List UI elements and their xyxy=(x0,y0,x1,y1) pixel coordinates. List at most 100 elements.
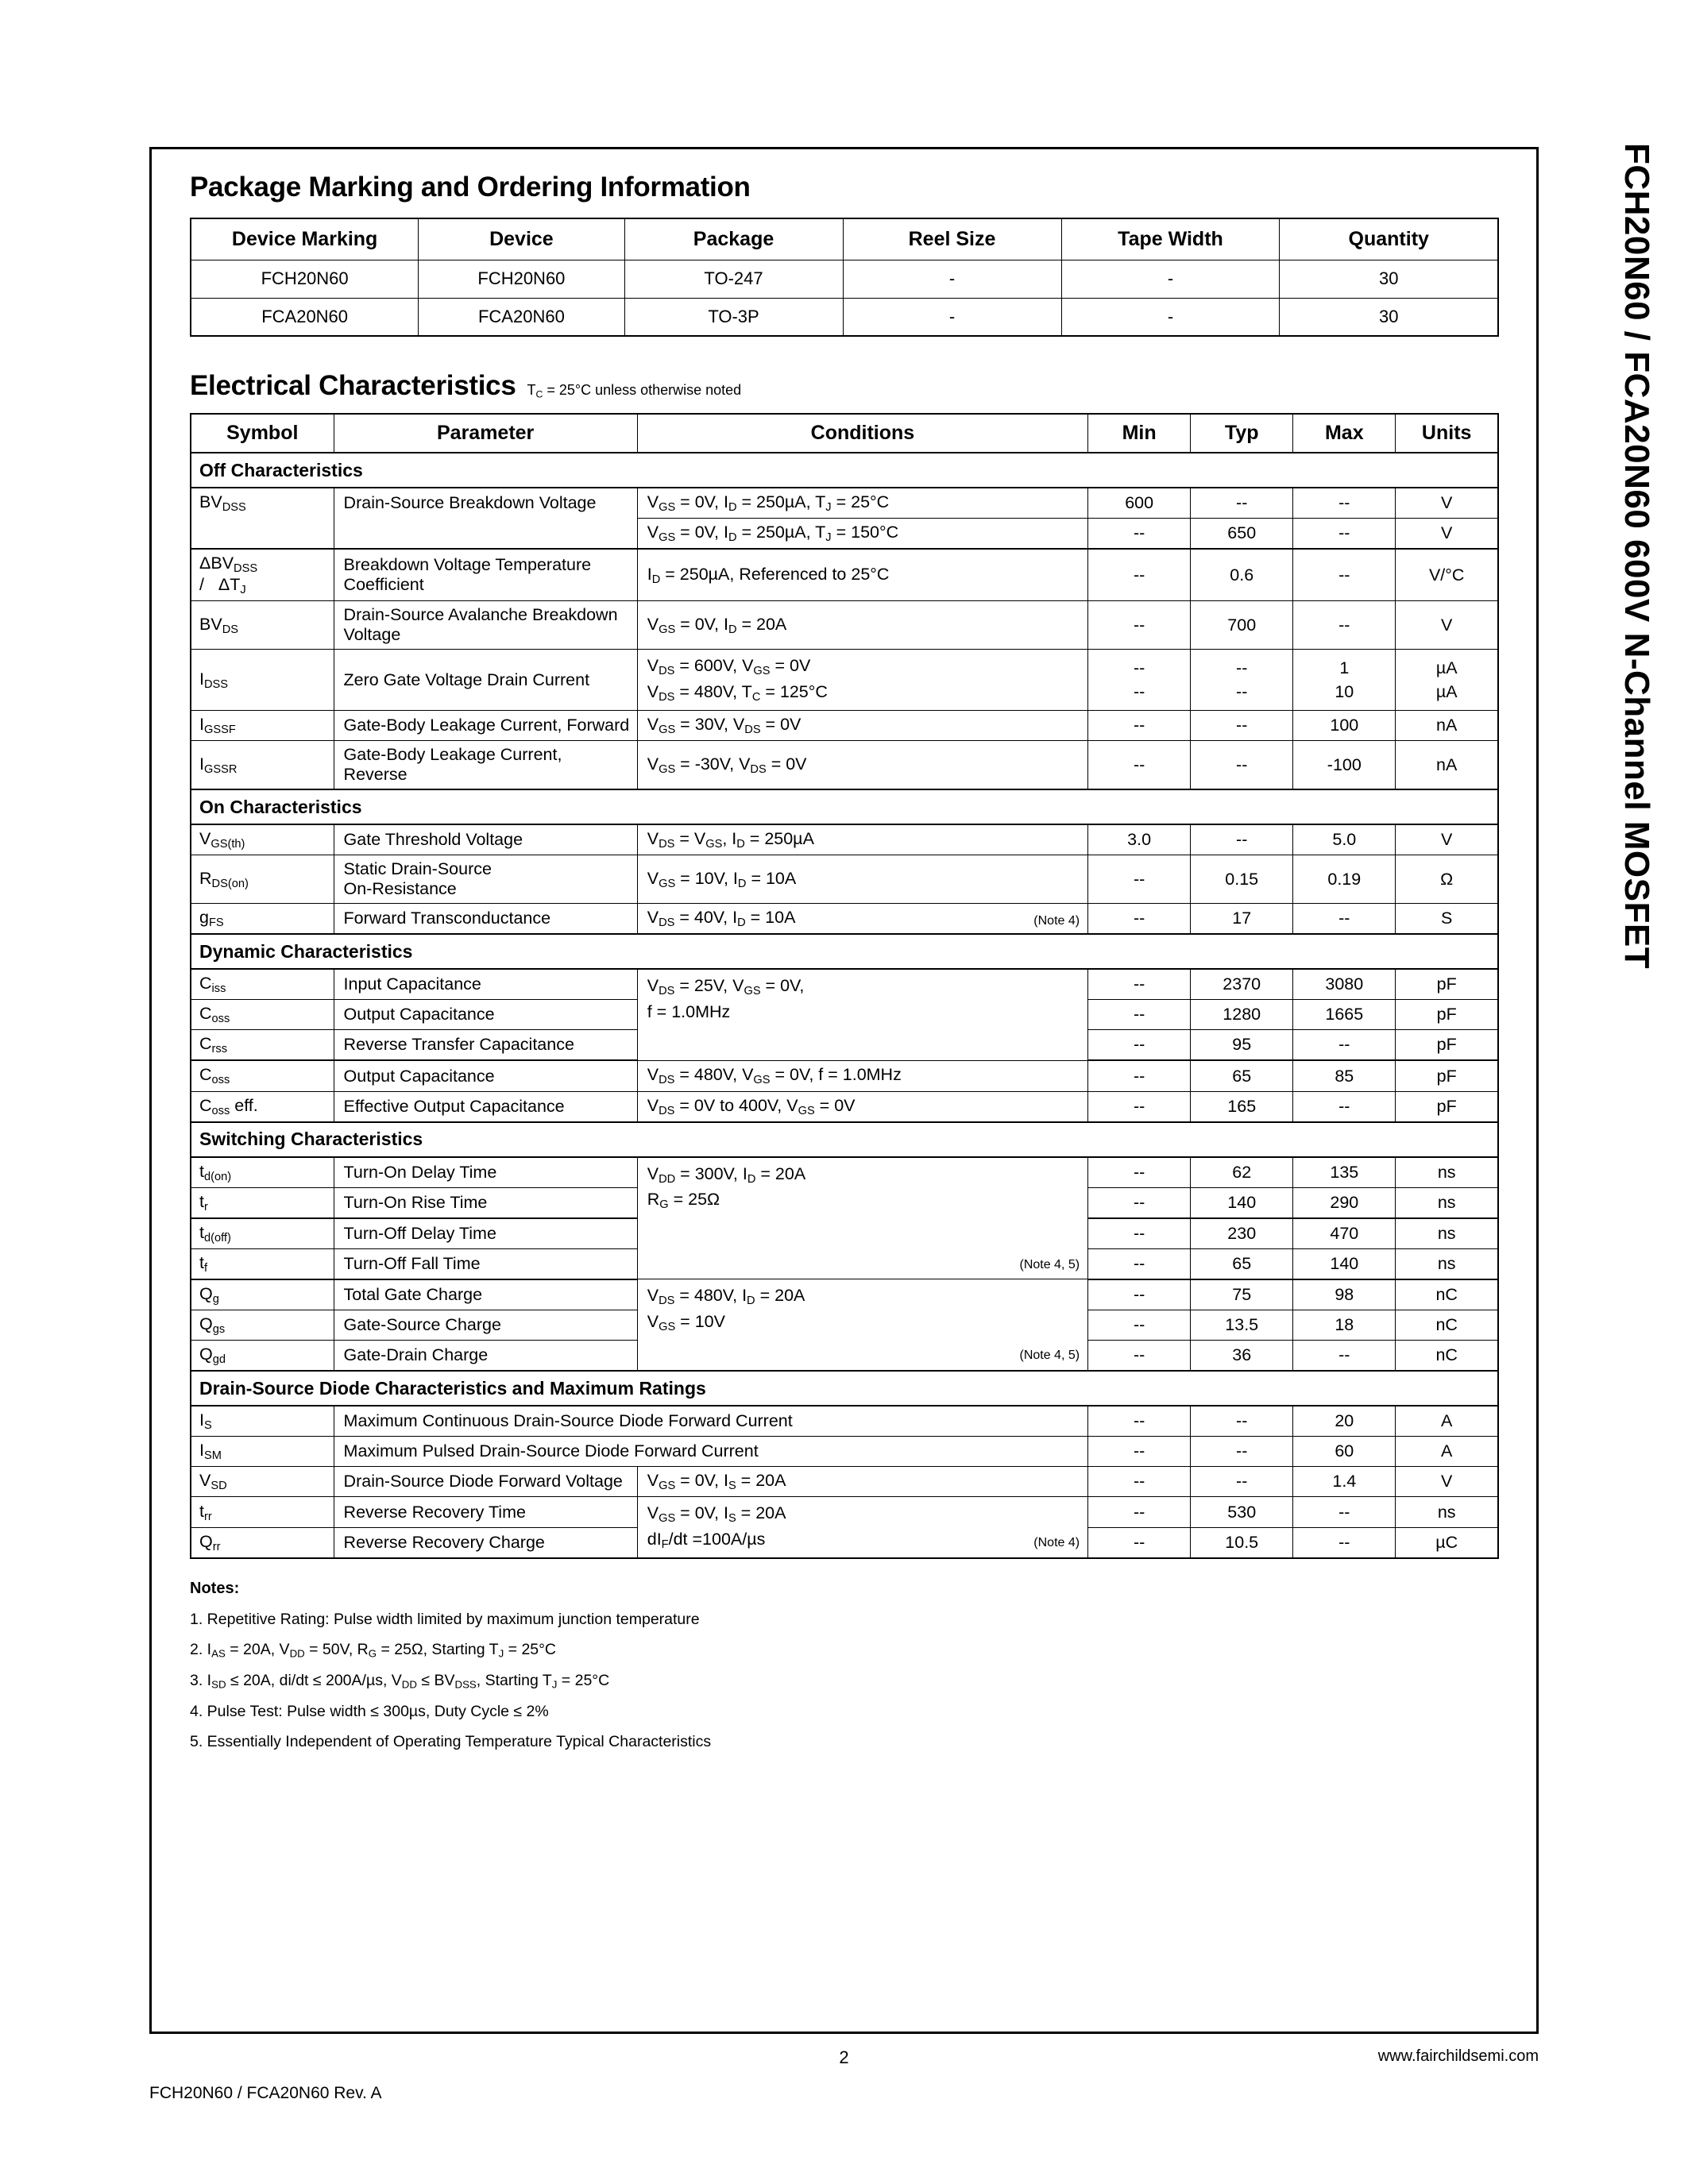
cell-typ: 700 xyxy=(1190,600,1294,650)
cell-typ: 13.5 xyxy=(1190,1310,1294,1341)
cell-min: -- xyxy=(1087,1156,1192,1188)
table-row-coss-eff: Coss eff. Effective Output Capacitance V… xyxy=(190,1090,1499,1123)
cell-conditions: VDD = 300V, ID = 20A RG = 25Ω (Note 4, 5) xyxy=(636,1156,1089,1280)
table-row-rdson: RDS(on) Static Drain-Source On-Resistanc… xyxy=(190,855,1499,905)
cell-parameter: Turn-On Rise Time xyxy=(333,1187,638,1219)
col-package: Package xyxy=(624,218,844,260)
cell-typ: 530 xyxy=(1190,1496,1294,1528)
cell-symbol: ISM xyxy=(190,1436,334,1468)
cell-parameter: Gate-Body Leakage Current, Forward xyxy=(333,709,638,742)
table-row-bvds: BVDS Drain-Source Avalanche Breakdown Vo… xyxy=(190,600,1499,650)
cell-device-marking: FCH20N60 xyxy=(190,259,419,299)
cell-max: 98 xyxy=(1292,1279,1396,1311)
cell-units: nA xyxy=(1395,709,1499,742)
col-typ: Typ xyxy=(1190,413,1294,453)
cell-parameter: Turn-On Delay Time xyxy=(333,1156,638,1188)
group-label: Off Characteristics xyxy=(190,452,1499,488)
cell-units: V/°C xyxy=(1395,548,1499,602)
cell-max: -- xyxy=(1292,600,1396,650)
group-row-dynamic-characteristics: Dynamic Characteristics xyxy=(190,933,1499,970)
cell-symbol: td(off) xyxy=(190,1217,334,1249)
cell-units: pF xyxy=(1395,999,1499,1031)
cell-min: -- xyxy=(1087,600,1192,650)
cell-parameter: Gate Threshold Voltage xyxy=(333,824,638,856)
cell-conditions: VDS = 25V, VGS = 0V, f = 1.0MHz xyxy=(636,968,1089,1061)
cell-max: -- xyxy=(1292,548,1396,602)
cell-symbol: Crss xyxy=(190,1029,334,1062)
cell-typ: -- xyxy=(1190,740,1294,790)
notes-title: Notes: xyxy=(190,1580,240,1598)
table-row-is: IS Maximum Continuous Drain-Source Diode… xyxy=(190,1405,1499,1437)
cell-max: 18 xyxy=(1292,1310,1396,1341)
cell-parameter: Reverse Recovery Time xyxy=(333,1496,638,1528)
cell-device-marking: FCA20N60 xyxy=(190,297,419,337)
table-row-tdon: td(on) Turn-On Delay Time VDD = 300V, ID… xyxy=(190,1156,1499,1280)
cell-symbol: RDS(on) xyxy=(190,855,334,905)
cell-max: -- xyxy=(1292,903,1396,935)
table-row-vgsth: VGS(th) Gate Threshold Voltage VDS = VGS… xyxy=(190,824,1499,856)
notes-section: Notes: 1. Repetitive Rating: Pulse width… xyxy=(190,1580,1499,1750)
cell-symbol: Qgs xyxy=(190,1310,334,1341)
cell-units: µA µA xyxy=(1395,649,1499,711)
cell-min: -- xyxy=(1087,1466,1192,1498)
cell-reel-size: - xyxy=(842,259,1062,299)
cell-min: -- xyxy=(1087,1496,1192,1528)
cell-conditions: VDS = VGS, ID = 250µA xyxy=(636,824,1089,856)
cell-min: -- xyxy=(1087,1248,1192,1280)
cell-units: ns xyxy=(1395,1217,1499,1249)
website-link[interactable]: www.fairchildsemi.com xyxy=(1377,2047,1539,2065)
table-row: FCA20N60 FCA20N60 TO-3P - - 30 xyxy=(190,297,1499,337)
cell-typ: 0.15 xyxy=(1190,855,1294,905)
parameter-line-1: Static Drain-Source xyxy=(343,859,492,879)
cell-conditions: VGS = 0V, IS = 20A xyxy=(636,1466,1089,1498)
cell-quantity: 30 xyxy=(1279,297,1499,337)
group-row-off-characteristics: Off Characteristics xyxy=(190,452,1499,488)
cell-min: -- xyxy=(1087,1526,1192,1560)
cell-max: 85 xyxy=(1292,1059,1396,1092)
cell-typ: 75 xyxy=(1190,1279,1294,1311)
table-row-ism: ISM Maximum Pulsed Drain-Source Diode Fo… xyxy=(190,1436,1499,1468)
cell-parameter: Gate-Source Charge xyxy=(333,1310,638,1341)
cell-units: V xyxy=(1395,1466,1499,1498)
cell-parameter: Gate-Body Leakage Current, Reverse xyxy=(333,740,638,790)
cell-conditions: VGS = 0V, IS = 20A dIF/dt =100A/µs (Note … xyxy=(636,1496,1089,1559)
cell-typ: 165 xyxy=(1190,1090,1294,1123)
cell-units: pF xyxy=(1395,1090,1499,1123)
cell-typ: -- xyxy=(1190,1466,1294,1498)
cell-parameter xyxy=(333,518,638,550)
cell-package: TO-247 xyxy=(624,259,844,299)
cell-max: -- xyxy=(1292,518,1396,550)
cell-parameter: Maximum Pulsed Drain-Source Diode Forwar… xyxy=(333,1436,1089,1468)
col-symbol: Symbol xyxy=(190,413,334,453)
cell-max: -- xyxy=(1292,1029,1396,1062)
table-row-tr: tr Turn-On Rise Time -- 140 290 ns xyxy=(190,1187,1499,1219)
max-line-1: 1 xyxy=(1339,658,1350,677)
cell-units: S xyxy=(1395,903,1499,935)
typ-line-2: -- xyxy=(1236,682,1248,702)
table-row-bvdss-2: VGS = 0V, ID = 250µA, TJ = 150°C -- 650 … xyxy=(190,518,1499,550)
parameter-line-1: Breakdown Voltage Temperature xyxy=(343,555,592,575)
cell-parameter: Total Gate Charge xyxy=(333,1279,638,1311)
cell-conditions: VDS = 40V, ID = 10A (Note 4) xyxy=(636,903,1089,935)
cell-parameter: Breakdown Voltage Temperature Coefficien… xyxy=(333,548,638,602)
table-row-coss-1: Coss Output Capacitance -- 1280 1665 pF xyxy=(190,999,1499,1031)
cell-units: pF xyxy=(1395,1059,1499,1092)
cell-max: -- xyxy=(1292,1526,1396,1560)
group-row-diode-characteristics: Drain-Source Diode Characteristics and M… xyxy=(190,1370,1499,1407)
table-row-dbvdss: ΔBVDSS / ΔTJ Breakdown Voltage Temperatur… xyxy=(190,548,1499,602)
min-line-2: -- xyxy=(1133,682,1145,702)
cell-units: ns xyxy=(1395,1156,1499,1188)
cell-max: -- xyxy=(1292,1090,1396,1123)
revision-label: FCH20N60 / FCA20N60 Rev. A xyxy=(149,2084,382,2102)
cell-conditions: ID = 250µA, Referenced to 25°C xyxy=(636,548,1089,602)
table-header-row: Device Marking Device Package Reel Size … xyxy=(190,218,1499,260)
cell-typ: 62 xyxy=(1190,1156,1294,1188)
cell-units: µC xyxy=(1395,1526,1499,1560)
note-item-5: 5. Essentially Independent of Operating … xyxy=(190,1732,712,1750)
package-section-title: Package Marking and Ordering Information xyxy=(190,172,751,203)
cell-tape-width: - xyxy=(1060,259,1280,299)
cell-max: 60 xyxy=(1292,1436,1396,1468)
cell-symbol: tr xyxy=(190,1187,334,1219)
package-ordering-table: Device Marking Device Package Reel Size … xyxy=(190,218,1499,337)
cell-typ: 230 xyxy=(1190,1217,1294,1249)
